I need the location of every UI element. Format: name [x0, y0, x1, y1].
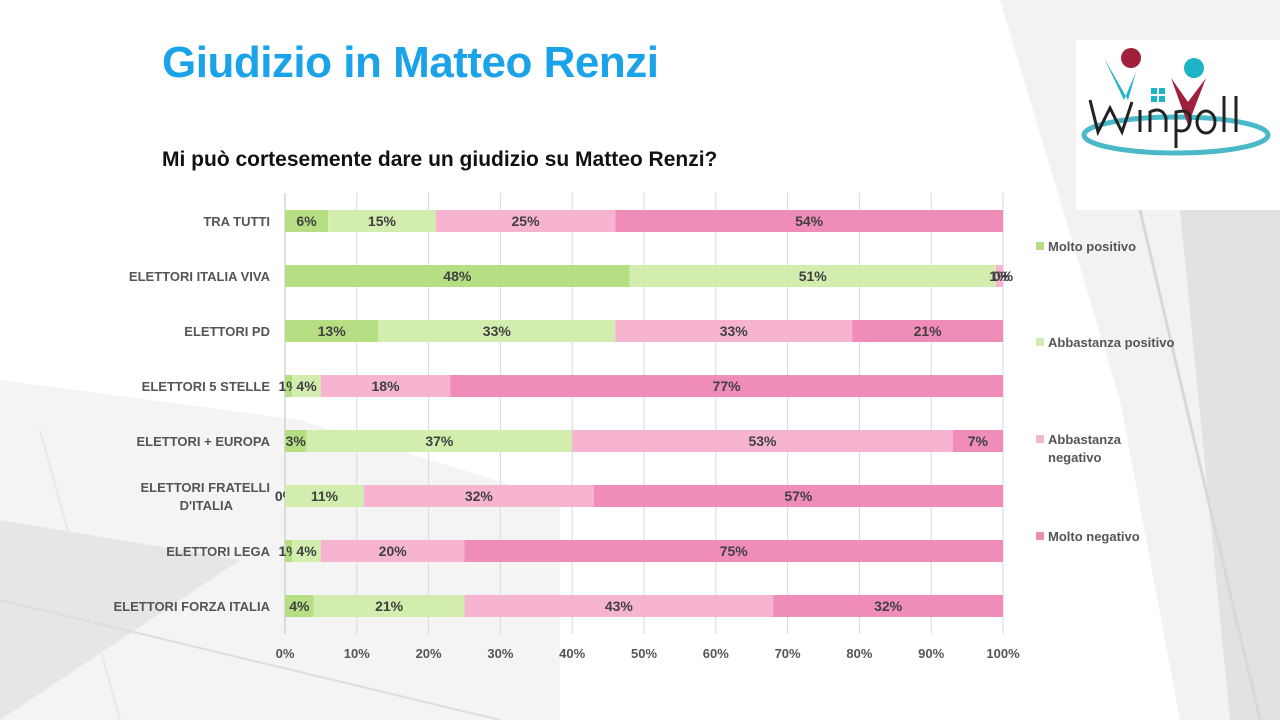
data-label: 77%: [713, 378, 742, 394]
bar-segment: [464, 595, 774, 617]
bar-segment: [292, 375, 321, 397]
bar-segment: [952, 430, 1003, 452]
bar-segment: [995, 265, 1003, 287]
x-tick-label: 50%: [631, 646, 657, 661]
x-tick-label: 20%: [416, 646, 442, 661]
bar-segment: [313, 595, 465, 617]
bar-segment: [285, 375, 293, 397]
bar-segment: [615, 210, 1003, 232]
data-label: 0%: [993, 268, 1014, 284]
bar-segment: [285, 485, 364, 507]
bar-segment: [320, 540, 465, 562]
bar-segment: [285, 540, 293, 562]
data-label: 32%: [465, 488, 494, 504]
bar-segment: [852, 320, 1003, 342]
data-label: 6%: [296, 213, 317, 229]
bar-segment: [306, 430, 573, 452]
data-label: 11%: [311, 488, 339, 504]
bar-segment: [572, 430, 953, 452]
bar-segment: [328, 210, 436, 232]
category-label: ELETTORI 5 STELLE: [142, 379, 271, 394]
data-label: 54%: [795, 213, 824, 229]
legend-label: Molto positivo: [1048, 239, 1137, 254]
data-label: 20%: [379, 543, 408, 559]
bar-segment: [292, 540, 321, 562]
data-label: 18%: [372, 378, 401, 394]
x-tick-label: 40%: [559, 646, 585, 661]
data-label: 48%: [443, 268, 472, 284]
bar-segment: [363, 485, 594, 507]
data-label: 51%: [799, 268, 828, 284]
legend-swatch-abbastanza-negativo: [1036, 435, 1044, 443]
data-label: 53%: [748, 433, 777, 449]
category-label: TRA TUTTI: [203, 214, 270, 229]
legend-label: Abbastanza positivo: [1048, 335, 1175, 350]
bar-segment: [320, 375, 451, 397]
data-label: 57%: [784, 488, 813, 504]
category-label: ELETTORI + EUROPA: [136, 434, 270, 449]
x-tick-label: 80%: [846, 646, 872, 661]
bar-segment: [593, 485, 1003, 507]
data-label: 13%: [318, 323, 347, 339]
category-label: ELETTORI LEGA: [166, 544, 270, 559]
chart-legend: Molto positivo Abbastanza positivo Abbas…: [1036, 200, 1236, 600]
bar-segment: [435, 210, 616, 232]
data-label: 15%: [368, 213, 397, 229]
bar-segment: [464, 540, 1003, 562]
bar-segment: [450, 375, 1003, 397]
data-label: 4%: [296, 543, 317, 559]
winpoll-logo: [1076, 40, 1280, 210]
data-label: 75%: [720, 543, 749, 559]
data-label: 25%: [512, 213, 541, 229]
chart-subtitle: Mi può cortesemente dare un giudizio su …: [162, 148, 718, 171]
slide-title: Giudizio in Matteo Renzi: [162, 38, 659, 87]
winpoll-logo-graphic: [1081, 48, 1271, 156]
x-tick-label: 30%: [487, 646, 513, 661]
legend-swatch-molto-positivo: [1036, 242, 1044, 250]
bar-segment: [378, 320, 616, 342]
data-label: 43%: [605, 598, 634, 614]
x-tick-label: 70%: [775, 646, 801, 661]
bar-segment: [629, 265, 996, 287]
x-tick-label: 60%: [703, 646, 729, 661]
bar-segment: [285, 430, 307, 452]
legend-label: Molto negativo: [1048, 529, 1140, 544]
data-label: 1%: [989, 268, 1010, 284]
category-label: ELETTORI FRATELLI D'ITALIA: [140, 480, 270, 513]
bar-segment: [285, 320, 379, 342]
data-label: 37%: [425, 433, 454, 449]
data-label: 4%: [289, 598, 310, 614]
data-label: 21%: [375, 598, 404, 614]
data-label: 7%: [968, 433, 989, 449]
data-label: 32%: [874, 598, 903, 614]
bar-segment: [773, 595, 1003, 617]
data-label: 33%: [720, 323, 749, 339]
bar-segment: [285, 265, 630, 287]
data-label: 21%: [914, 323, 943, 339]
x-tick-label: 10%: [344, 646, 370, 661]
x-tick-label: 100%: [986, 646, 1020, 661]
legend-label: Abbastanza negativo: [1048, 432, 1121, 465]
legend-swatch-molto-negativo: [1036, 532, 1044, 540]
bar-segment: [285, 210, 329, 232]
bar-segment: [285, 595, 314, 617]
category-label: ELETTORI PD: [184, 324, 270, 339]
data-label: 3%: [286, 433, 307, 449]
data-label: 33%: [483, 323, 512, 339]
category-label: ELETTORI FORZA ITALIA: [114, 599, 271, 614]
bar-segment: [615, 320, 853, 342]
x-tick-label: 90%: [918, 646, 944, 661]
data-label: 4%: [296, 378, 317, 394]
legend-swatch-abbastanza-positivo: [1036, 338, 1044, 346]
x-tick-label: 0%: [276, 646, 295, 661]
category-label: ELETTORI ITALIA VIVA: [129, 269, 271, 284]
